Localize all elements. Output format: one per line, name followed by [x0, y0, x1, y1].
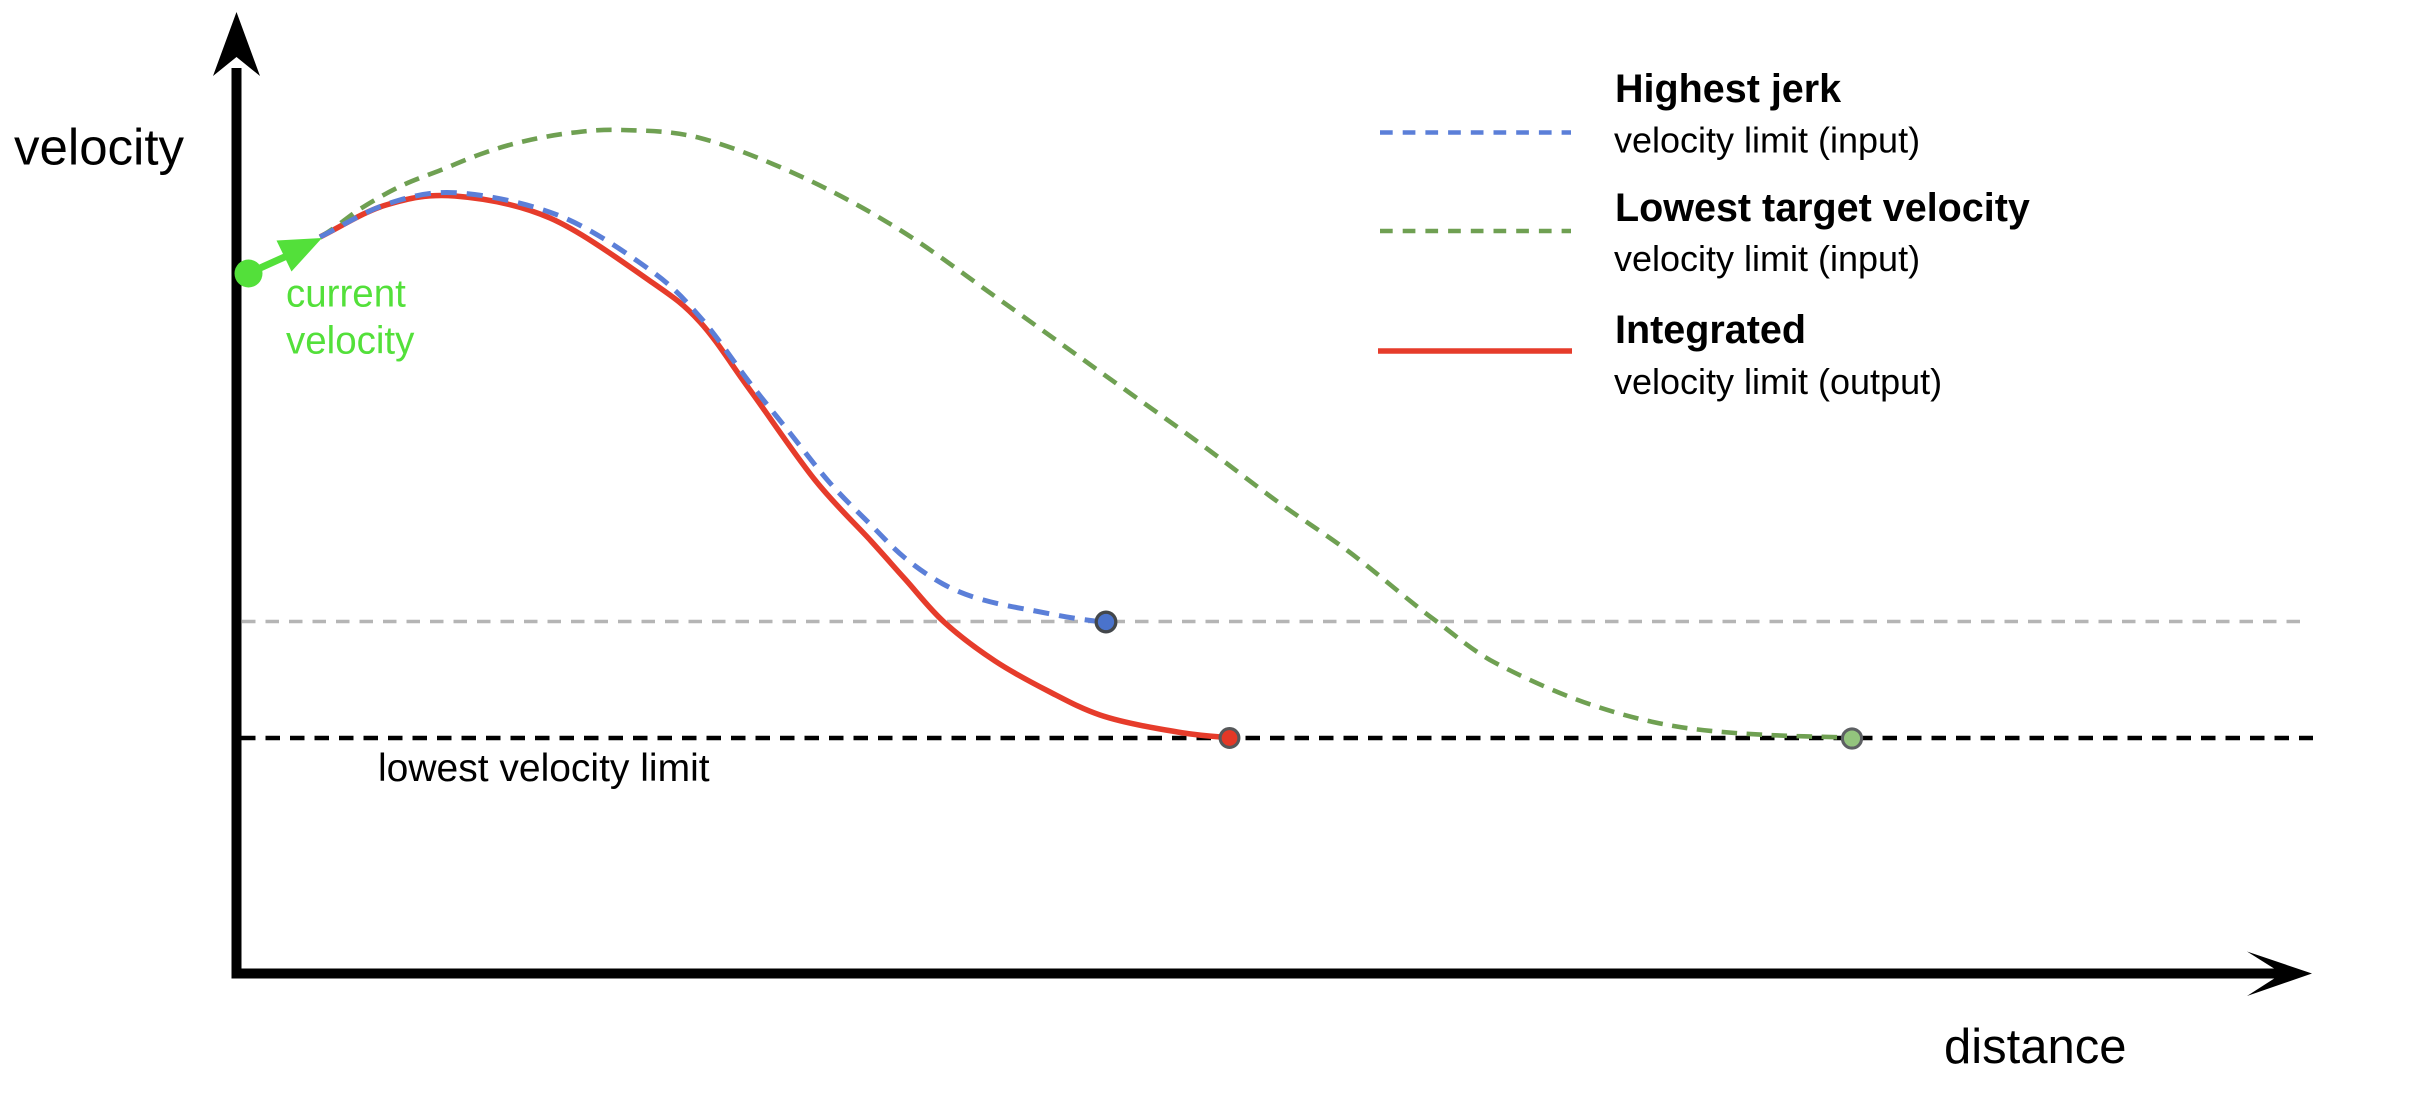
svg-text:lowest velocity limit: lowest velocity limit: [378, 747, 710, 790]
svg-text:Lowest target velocity: Lowest target velocity: [1615, 186, 2030, 230]
svg-text:velocity limit (input): velocity limit (input): [1614, 238, 1920, 279]
svg-text:velocity limit (input): velocity limit (input): [1614, 119, 1920, 160]
svg-text:Highest jerk: Highest jerk: [1615, 67, 1841, 111]
svg-text:distance: distance: [1944, 1020, 2127, 1074]
svg-text:Integrated: Integrated: [1615, 308, 1806, 352]
svg-text:velocity: velocity: [14, 119, 185, 176]
svg-text:velocity limit (output): velocity limit (output): [1614, 361, 1942, 402]
svg-text:velocity: velocity: [286, 320, 415, 363]
svg-text:current: current: [286, 273, 406, 316]
